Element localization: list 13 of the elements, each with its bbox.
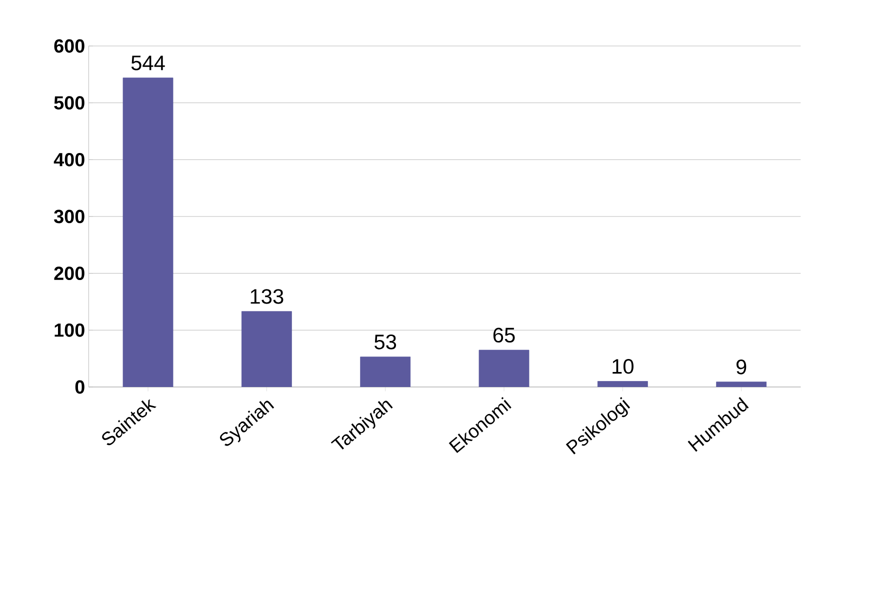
data-label: 133 bbox=[250, 289, 284, 304]
y-tick-label: 0 bbox=[75, 380, 84, 394]
data-label: 65 bbox=[493, 328, 515, 343]
y-tick-label: 600 bbox=[54, 39, 84, 53]
data-label: 10 bbox=[612, 358, 634, 374]
data-label: 9 bbox=[736, 360, 746, 374]
y-tick-label: 100 bbox=[54, 323, 84, 337]
y-tick-label: 500 bbox=[54, 96, 84, 110]
y-tick-label: 400 bbox=[54, 152, 84, 166]
y-tick-label: 200 bbox=[54, 266, 84, 280]
data-label: 53 bbox=[374, 334, 396, 350]
y-tick-label: 300 bbox=[54, 210, 84, 224]
data-label: 544 bbox=[131, 56, 165, 70]
